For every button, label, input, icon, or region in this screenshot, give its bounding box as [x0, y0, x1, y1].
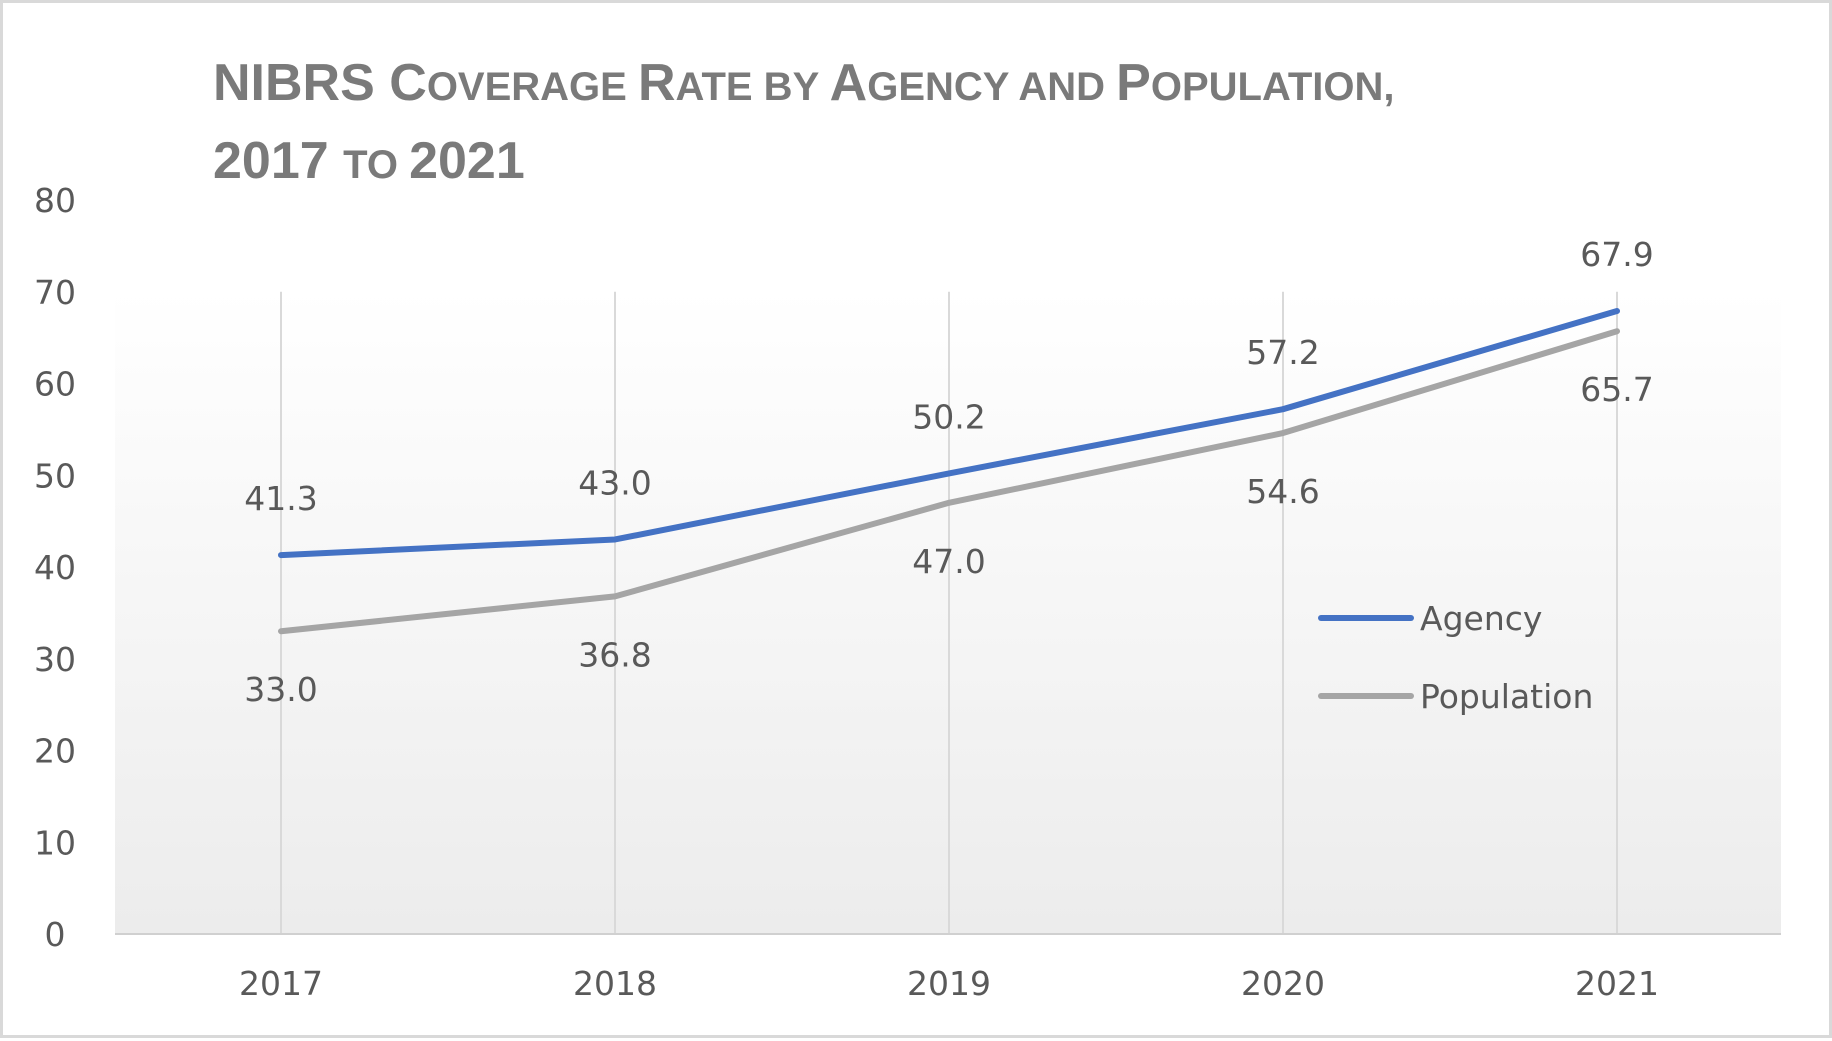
y-tick-label: 80 [34, 181, 76, 220]
y-tick-label: 0 [45, 915, 66, 954]
chart-title: NIBRS COVERAGE RATE BY AGENCY AND POPULA… [213, 54, 1395, 190]
x-tick-label: 2019 [907, 964, 991, 1003]
y-tick-label: 10 [34, 823, 76, 862]
data-label-agency: 57.2 [1246, 333, 1319, 372]
chart-title-segment: A [830, 54, 868, 112]
chart-title-segment: 2021 [409, 132, 525, 190]
data-label-population: 65.7 [1580, 370, 1653, 409]
legend-label-agency: Agency [1420, 599, 1542, 638]
chart-title-segment: NIBRS [213, 54, 389, 112]
y-tick-label: 60 [34, 365, 76, 404]
y-tick-label: 50 [34, 456, 76, 495]
chart-title-segment: P [1116, 54, 1151, 112]
chart-title-segment: 2017 [213, 132, 343, 190]
chart-title-segment: OPULATION, [1151, 65, 1395, 109]
data-label-agency: 41.3 [244, 479, 317, 518]
data-label-population: 47.0 [912, 542, 985, 581]
chart-title-segment: TO [343, 143, 409, 187]
chart-title-segment: ATE BY [676, 65, 830, 109]
chart-title-segment: R [638, 54, 676, 112]
series-line-population [278, 328, 1620, 635]
series-line-agency [278, 308, 1620, 559]
x-tick-label: 2020 [1241, 964, 1325, 1003]
chart-title-segment: GENCY AND [867, 65, 1116, 109]
y-tick-label: 40 [34, 548, 76, 587]
line-chart: 41.3 43.0 50.2 57.2 67.9 33.0 36.8 47.0 54.6 65.7… [34, 54, 1781, 1003]
chart-title-segment: C [389, 54, 427, 112]
chart-title-segment: OVERAGE [427, 65, 638, 109]
x-tick-label: 2021 [1575, 964, 1659, 1003]
y-tick-label: 70 [34, 273, 76, 312]
y-tick-label: 30 [34, 640, 76, 679]
data-label-agency: 67.9 [1580, 235, 1653, 274]
data-label-population: 36.8 [578, 635, 651, 674]
data-label-population: 33.0 [244, 670, 317, 709]
x-tick-label: 2018 [573, 964, 657, 1003]
data-label-agency: 43.0 [578, 463, 651, 502]
y-tick-label: 20 [34, 732, 76, 771]
data-label-agency: 50.2 [912, 397, 985, 436]
data-label-population: 54.6 [1246, 472, 1319, 511]
legend-label-population: Population [1420, 677, 1593, 716]
x-tick-label: 2017 [239, 964, 323, 1003]
